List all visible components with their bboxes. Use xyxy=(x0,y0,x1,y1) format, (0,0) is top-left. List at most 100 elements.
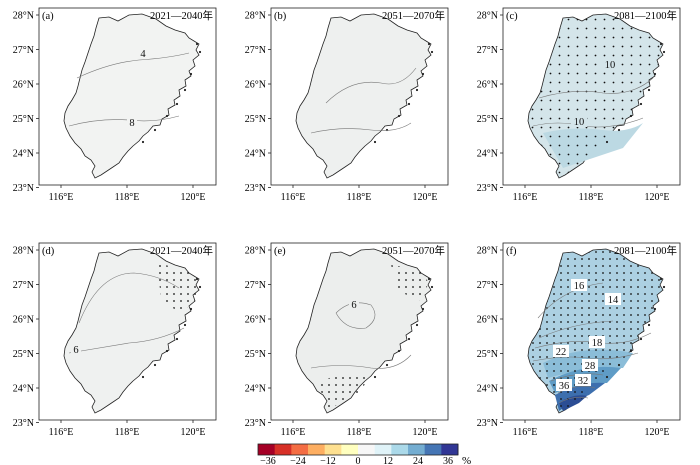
lat-label: 25°N xyxy=(245,114,266,125)
island xyxy=(639,337,643,341)
map-panel: 4 8 (a) 2021—2040年 28°N 27°N 26°N 25°N 24°N 23°N 1… xyxy=(13,7,217,203)
lat-label: 28°N xyxy=(13,11,34,22)
lat-label: 28°N xyxy=(245,246,266,257)
contour-label-bg xyxy=(602,58,618,70)
lon-label: 120°E xyxy=(644,427,669,438)
island xyxy=(407,337,411,341)
island xyxy=(647,88,651,92)
contour-label-bg xyxy=(127,116,137,128)
contour-line xyxy=(537,282,604,319)
island xyxy=(415,88,419,92)
colorbar-cell xyxy=(274,444,292,455)
significance-stipple xyxy=(317,374,371,409)
island xyxy=(617,363,621,367)
lat-label: 26°N xyxy=(245,315,266,326)
island xyxy=(141,140,145,144)
contour-line xyxy=(310,354,412,369)
colorbar-tick: 24 xyxy=(413,456,423,465)
island xyxy=(189,307,193,311)
lat-label: 23°N xyxy=(477,183,498,194)
colorbar-unit: % xyxy=(462,455,471,465)
lat-label: 23°N xyxy=(13,183,34,194)
island xyxy=(397,349,401,353)
panel-tag: (e) xyxy=(274,246,286,257)
contour-line xyxy=(558,396,589,404)
island xyxy=(195,277,199,281)
contour-label-bg xyxy=(571,279,587,291)
contour-label: 22 xyxy=(556,347,567,358)
lon-label: 120°E xyxy=(412,427,437,438)
panel-tag: (b) xyxy=(274,11,287,22)
contour-label-bg xyxy=(605,293,621,305)
contour-label: 4 xyxy=(140,49,146,60)
island xyxy=(141,375,145,379)
lon-label: 116°E xyxy=(49,427,74,438)
island xyxy=(653,307,657,311)
panel-period: 2051—2070年 xyxy=(382,9,445,22)
island xyxy=(629,114,633,118)
lat-label: 24°N xyxy=(477,384,498,395)
contour-label: 28 xyxy=(585,361,596,372)
significance-stipple xyxy=(528,14,663,178)
island xyxy=(639,102,643,106)
panel-period: 2081—2100年 xyxy=(614,9,677,22)
contour-label: 8 xyxy=(129,118,134,129)
contour-label: 36 xyxy=(559,381,570,392)
contour-line xyxy=(78,272,180,324)
contour-label-bg xyxy=(571,115,587,127)
contour-line xyxy=(325,67,417,104)
island xyxy=(653,72,657,76)
island xyxy=(183,323,187,327)
lat-label: 24°N xyxy=(13,384,34,395)
lat-label: 25°N xyxy=(245,349,266,360)
contour-label: 32 xyxy=(578,376,589,387)
contour-label-bg xyxy=(556,379,572,391)
panel-period: 2051—2070年 xyxy=(382,244,445,257)
island xyxy=(195,42,199,46)
lat-label: 24°N xyxy=(13,149,34,160)
lon-label: 118°E xyxy=(347,427,372,438)
panel-period: 2021—2040年 xyxy=(150,244,213,257)
map-panel: 16 14 18 22 28 36 32 (f) 2081—2100年 28°N 27°N 26°N 2… xyxy=(477,242,681,438)
contour-label-bg xyxy=(138,47,148,59)
island xyxy=(415,323,419,327)
island xyxy=(373,140,377,144)
contour-label: 10 xyxy=(574,117,585,128)
lon-label: 118°E xyxy=(347,192,372,203)
island xyxy=(421,307,425,311)
contour-label: 6 xyxy=(73,345,78,356)
lon-label: 116°E xyxy=(513,427,538,438)
significance-stipple xyxy=(157,263,199,313)
lon-label: 118°E xyxy=(579,192,604,203)
lat-label: 27°N xyxy=(245,45,266,56)
province-shape xyxy=(63,13,200,179)
panel-tag: (f) xyxy=(506,246,517,257)
contour-line xyxy=(68,327,185,354)
island xyxy=(175,337,179,341)
island xyxy=(153,128,157,132)
contour-label: 16 xyxy=(574,281,585,292)
island xyxy=(373,375,377,379)
island xyxy=(659,277,663,281)
lon-label: 120°E xyxy=(180,192,205,203)
island xyxy=(198,50,202,54)
lat-label: 26°N xyxy=(245,80,266,91)
map-panel: (b) 2051—2070年 28°N 27°N 26°N 25°N 24°N 23°N 116… xyxy=(245,7,449,203)
lat-label: 27°N xyxy=(477,280,498,291)
map-panel: 6 (e) 2051—2070年 28°N 27°N 26°N 25°N 24°N 23°N 11… xyxy=(245,242,449,438)
colorbar-cell xyxy=(374,444,392,455)
colorbar-cell xyxy=(324,444,342,455)
lat-label: 24°N xyxy=(245,384,266,395)
lon-label: 118°E xyxy=(579,427,604,438)
contour-line xyxy=(538,320,614,339)
contour-label-bg xyxy=(349,298,359,310)
colorbar-cell xyxy=(308,444,326,455)
island xyxy=(662,285,666,289)
significance-stipple xyxy=(391,265,429,301)
lon-label: 120°E xyxy=(644,192,669,203)
lat-label: 25°N xyxy=(477,349,498,360)
lat-label: 23°N xyxy=(13,418,34,429)
lon-label: 118°E xyxy=(115,427,140,438)
colorbar-cell xyxy=(408,444,426,455)
